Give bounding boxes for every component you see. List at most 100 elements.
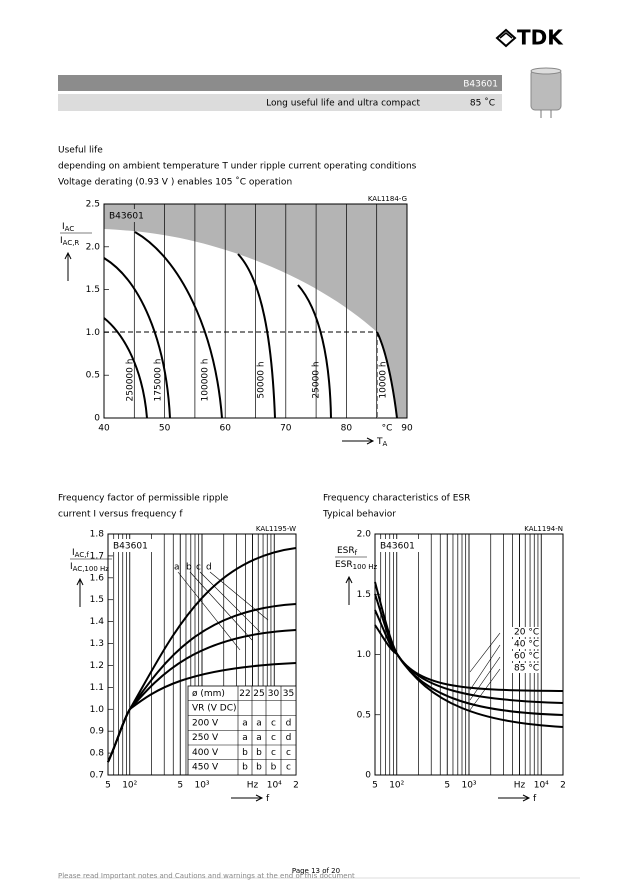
table-cell: a [256, 718, 262, 728]
y-axis-label: IAC [62, 222, 74, 234]
table-cell: b [242, 748, 248, 758]
temperature: 85 ˚C [470, 98, 495, 109]
y-label-sub: AC,f [75, 551, 90, 559]
table-cell: 450 V [192, 763, 219, 773]
label-bg [512, 627, 540, 637]
curve-label: c [196, 563, 201, 573]
y-tick-label: 1.0 [90, 705, 105, 715]
page-number: Page 13 of 20 [292, 867, 340, 875]
x-tick-label: 5 [372, 781, 378, 791]
table-cell: b [271, 763, 277, 773]
y-label-main: I [70, 562, 73, 572]
y-tick-label: 1.5 [90, 595, 104, 605]
table-cell: 200 V [192, 718, 219, 728]
table-cell: 30 [268, 689, 280, 699]
figure-code: KAL1184-G [368, 195, 407, 203]
y-tick-label: 2.0 [86, 242, 101, 252]
y-arrow [345, 575, 353, 605]
curve-label: d [206, 563, 212, 573]
y-tick-label: 0 [94, 414, 100, 424]
y-tick-label: 1.5 [357, 590, 371, 600]
subtitle-bar [58, 94, 502, 111]
table-cell: ø (mm) [192, 689, 225, 699]
x-tick-label: 50 [159, 424, 171, 434]
x-tick-label: 10³ [194, 781, 209, 791]
table-cell: a [242, 718, 248, 728]
y-tick-label: 0.7 [90, 771, 104, 781]
y-label-main: I [62, 222, 65, 232]
curve-label: 20 °C [514, 628, 539, 638]
table-cell: 400 V [192, 748, 219, 758]
y-tick-label: 1.3 [90, 639, 104, 649]
x-tick-label: 2 [560, 781, 566, 791]
x-axis-label: f [266, 794, 270, 804]
part-label-bg [110, 539, 152, 552]
y-axis-label: IAC,f [72, 548, 89, 560]
chart-title: current I versus frequency f [58, 510, 183, 520]
y-tick-label: 1.1 [90, 683, 104, 693]
y-tick-label: 0.8 [90, 749, 105, 759]
y-tick-label: 1.7 [90, 551, 104, 561]
intro-text: Voltage derating (0.93 V ) enables 105 ˚… [58, 177, 292, 188]
derating-area [104, 204, 407, 418]
curve-label: a [174, 563, 180, 573]
table-cell: c [286, 763, 291, 773]
plot-frame [103, 203, 408, 419]
x-tick-label: 10⁴ [267, 781, 282, 791]
figure-code: KAL1194-N [524, 525, 563, 533]
y-label-main: I [60, 236, 63, 246]
y-tick-label: 1.5 [86, 285, 100, 295]
x-tick-label: 5 [177, 781, 183, 791]
label-bg [512, 663, 540, 673]
curve-label: 40 °C [514, 640, 539, 650]
table-cell: c [271, 718, 276, 728]
y-arrow [64, 251, 72, 281]
y-tick-label: 1.6 [90, 573, 105, 583]
curve-label: 85 °C [514, 664, 539, 674]
y-tick-label: 1.0 [86, 328, 101, 338]
subtitle: Long useful life and ultra compact [266, 99, 420, 109]
y-axis-label: IAC,R [60, 236, 79, 248]
y-tick-label: 1.2 [90, 661, 104, 671]
table-cell: b [256, 763, 262, 773]
y-tick-label: 0.9 [90, 727, 105, 737]
x-tick-label: 10² [122, 781, 137, 791]
x-tick-label: 5 [105, 781, 111, 791]
table-cell: c [286, 748, 291, 758]
y-label-sub: f [355, 549, 358, 557]
curve-label: 250000 h [126, 359, 136, 402]
header-bar [58, 75, 502, 91]
x-tick-label: 10⁴ [534, 781, 549, 791]
y-label-main: ESR [335, 560, 353, 570]
part-label-bg [377, 539, 419, 552]
x-tick-label: 2 [293, 781, 299, 791]
table-cell: c [271, 748, 276, 758]
label-bg [512, 651, 540, 661]
x-tick-label: 70 [280, 424, 292, 434]
logo: TDK [495, 26, 564, 50]
x-arrow [498, 794, 531, 802]
y-tick-label: 2.0 [357, 530, 372, 540]
part-number: B43601 [463, 80, 498, 90]
y-label-sub: 100 Hz [353, 563, 378, 571]
chart-title: Typical behavior [322, 510, 396, 520]
x-axis-label: f [533, 794, 537, 804]
x-label-main: f [533, 794, 537, 804]
x-tick-label: Hz [514, 781, 526, 791]
y-tick-label: 2.5 [86, 200, 100, 210]
y-axis-label: ESRf [337, 546, 358, 558]
curve-label: 10000 h [379, 361, 389, 398]
x-tick-label: 10³ [461, 781, 476, 791]
y-tick-label: 1.8 [90, 530, 105, 540]
part-label: B43601 [113, 542, 148, 552]
x-tick-label: 40 [98, 424, 110, 434]
y-label-sub: AC [65, 225, 75, 233]
table-cell: 250 V [192, 733, 219, 743]
table-cell: c [271, 733, 276, 743]
table-cell: a [256, 733, 262, 743]
y-tick-label: 0.5 [357, 710, 371, 720]
y-label-sub: AC,R [63, 239, 80, 247]
x-axis-label: TA [376, 437, 388, 449]
